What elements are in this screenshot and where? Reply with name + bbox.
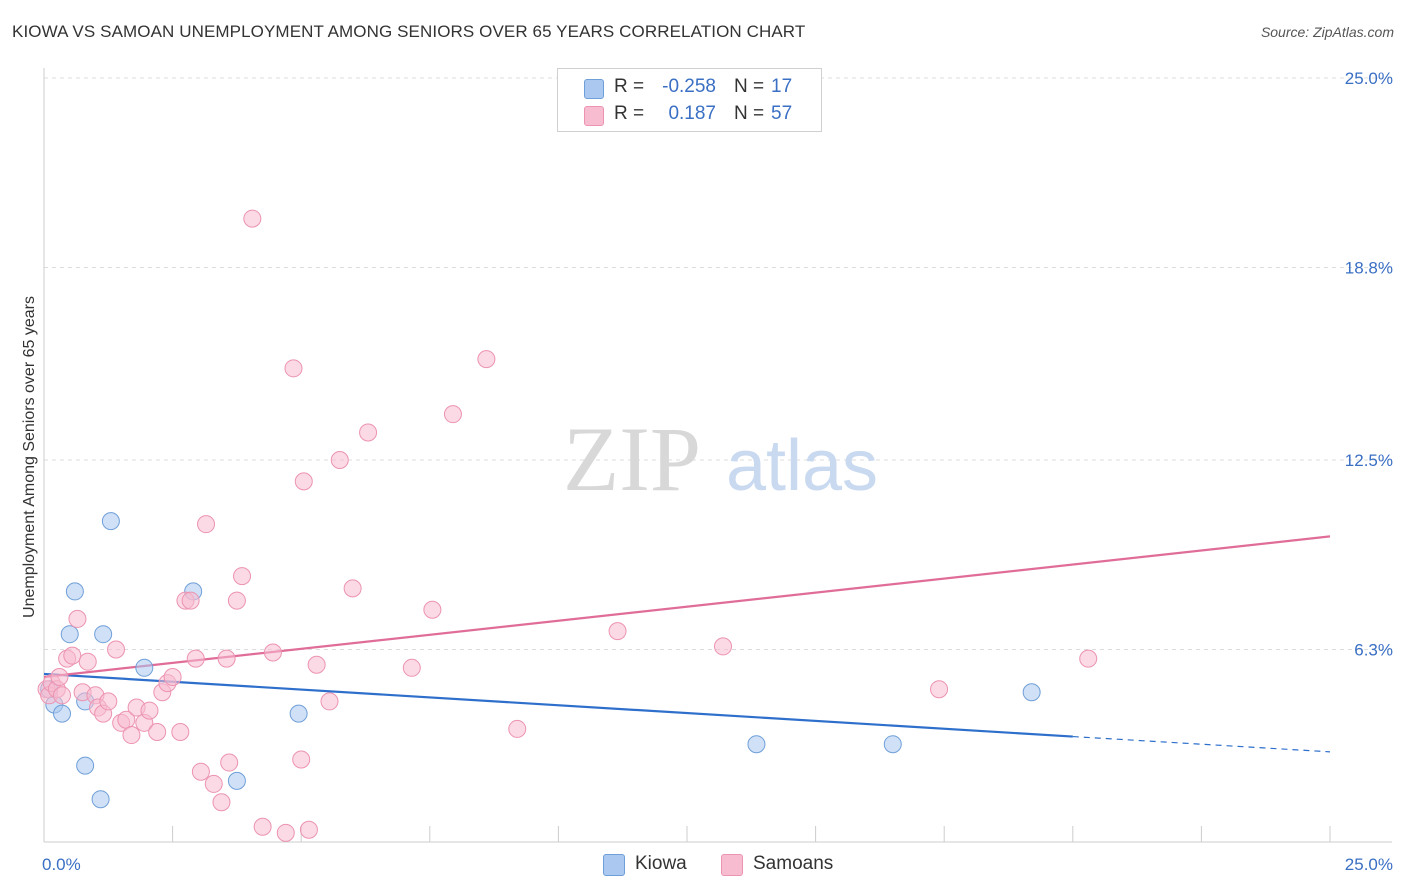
point-samoans bbox=[227, 591, 246, 610]
point-kiowa bbox=[91, 790, 110, 809]
point-samoans bbox=[163, 667, 182, 686]
point-samoans bbox=[359, 423, 378, 442]
trend-lines bbox=[43, 535, 1331, 753]
point-samoans bbox=[99, 692, 118, 711]
point-kiowa bbox=[60, 625, 79, 644]
y-tick-label: 25.0% bbox=[1345, 69, 1393, 88]
point-samoans bbox=[233, 567, 252, 586]
legend-swatch-kiowa bbox=[584, 79, 604, 99]
legend-label-kiowa: Kiowa bbox=[635, 853, 687, 874]
point-kiowa bbox=[76, 756, 95, 775]
legend-row-samoans: R = 0.187 N = 57 bbox=[558, 100, 821, 128]
point-kiowa bbox=[747, 735, 766, 754]
point-samoans bbox=[217, 649, 236, 668]
point-samoans bbox=[423, 600, 442, 619]
legend-r-label: R = bbox=[614, 76, 645, 97]
data-points bbox=[37, 209, 1098, 842]
axes bbox=[43, 68, 1392, 843]
point-samoans bbox=[50, 667, 69, 686]
watermark-zip: ZIP bbox=[563, 408, 701, 510]
point-samoans bbox=[330, 451, 349, 469]
point-kiowa bbox=[135, 658, 154, 677]
legend-n-value: 17 bbox=[771, 76, 793, 97]
point-samoans bbox=[276, 823, 295, 842]
point-kiowa bbox=[65, 582, 84, 601]
trend-line-kiowa bbox=[43, 672, 1073, 738]
tick-labels: 6.3% 12.5% 18.8% 25.0% 0.0% 25.0% bbox=[42, 69, 1393, 874]
point-samoans bbox=[107, 640, 126, 659]
grid-lines bbox=[44, 77, 1392, 650]
point-samoans bbox=[292, 750, 311, 769]
chart-title: KIOWA VS SAMOAN UNEMPLOYMENT AMONG SENIO… bbox=[12, 22, 806, 41]
point-samoans bbox=[299, 820, 318, 839]
legend-swatch-samoans bbox=[721, 854, 743, 876]
point-samoans bbox=[508, 719, 527, 738]
point-samoans bbox=[402, 658, 421, 677]
y-tick-label: 18.8% bbox=[1345, 258, 1393, 277]
point-samoans bbox=[53, 686, 72, 705]
point-kiowa bbox=[227, 771, 246, 790]
point-samoans bbox=[443, 405, 462, 424]
y-tick-label: 12.5% bbox=[1345, 451, 1393, 470]
point-samoans bbox=[714, 637, 733, 656]
point-kiowa bbox=[101, 512, 120, 531]
legend-r-label: R = bbox=[614, 103, 645, 124]
point-samoans bbox=[212, 793, 231, 812]
point-samoans bbox=[307, 655, 326, 674]
point-samoans bbox=[477, 350, 496, 369]
point-samoans bbox=[608, 622, 627, 641]
x-tick-label: 25.0% bbox=[1345, 855, 1393, 874]
legend-r-value: -0.258 bbox=[662, 76, 716, 97]
legend-r-value: 0.187 bbox=[668, 103, 716, 124]
point-samoans bbox=[253, 817, 272, 836]
point-samoans bbox=[284, 359, 303, 378]
point-samoans bbox=[63, 646, 82, 665]
point-samoans bbox=[243, 209, 262, 228]
legend-swatch-samoans bbox=[584, 106, 604, 126]
point-samoans bbox=[140, 701, 159, 720]
point-kiowa bbox=[53, 704, 72, 723]
legend-label-samoans: Samoans bbox=[753, 853, 834, 874]
trend-line-samoans bbox=[43, 535, 1331, 679]
legend-n-label: N = bbox=[734, 76, 765, 97]
point-samoans bbox=[197, 515, 216, 534]
trend-line-extension-kiowa bbox=[1072, 735, 1331, 753]
point-kiowa bbox=[94, 625, 113, 644]
series-legend: Kiowa Samoans bbox=[0, 852, 1406, 878]
point-kiowa bbox=[1022, 683, 1041, 702]
x-tick-label: 0.0% bbox=[42, 855, 81, 874]
y-axis-label: Unemployment Among Seniors over 65 years bbox=[21, 296, 38, 618]
chart-source: Source: ZipAtlas.com bbox=[1260, 24, 1394, 40]
legend-n-label: N = bbox=[734, 103, 765, 124]
point-samoans bbox=[171, 722, 190, 741]
point-samoans bbox=[122, 726, 141, 745]
legend-swatch-kiowa bbox=[603, 854, 625, 876]
point-samoans bbox=[220, 753, 239, 772]
y-tick-label: 6.3% bbox=[1354, 640, 1393, 659]
point-kiowa bbox=[289, 704, 308, 723]
watermark-atlas: atlas bbox=[726, 426, 878, 506]
point-samoans bbox=[181, 591, 200, 610]
legend-n-value: 57 bbox=[771, 103, 793, 124]
point-samoans bbox=[186, 649, 205, 668]
point-samoans bbox=[1079, 649, 1098, 668]
point-samoans bbox=[343, 579, 362, 598]
point-samoans bbox=[78, 652, 97, 671]
point-samoans bbox=[930, 680, 949, 699]
point-samoans bbox=[263, 643, 282, 662]
point-samoans bbox=[294, 472, 313, 491]
point-kiowa bbox=[883, 735, 902, 754]
point-samoans bbox=[320, 692, 339, 711]
correlation-legend: R = -0.258 N = 17 R = 0.187 N = 57 bbox=[557, 68, 822, 132]
legend-row-kiowa: R = -0.258 N = 17 bbox=[558, 73, 821, 101]
point-samoans bbox=[68, 609, 87, 628]
point-samoans bbox=[204, 774, 223, 793]
point-samoans bbox=[148, 722, 167, 741]
point-samoans bbox=[191, 762, 210, 781]
